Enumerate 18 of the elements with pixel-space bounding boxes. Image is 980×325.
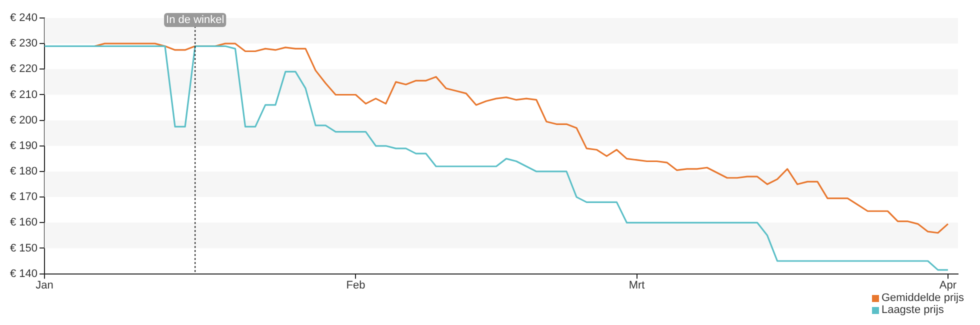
x-tick-label: Mrt (628, 279, 645, 292)
y-tick-label: € 180 (10, 166, 38, 178)
y-tick-label: € 190 (10, 140, 38, 152)
x-tick-label: Apr (939, 279, 957, 292)
y-tick-label: € 170 (10, 191, 38, 204)
x-tick-label: Feb (346, 279, 366, 292)
y-tick-label: € 230 (10, 38, 38, 50)
y-tick-label: € 150 (10, 242, 38, 254)
legend-label: Laagste prijs (881, 304, 944, 316)
ref-line-label: In de winkel (166, 14, 224, 26)
y-tick-label: € 240 (10, 12, 38, 24)
y-tick-label: € 210 (10, 88, 38, 101)
x-tick-label: Jan (36, 279, 54, 292)
y-tick-label: € 160 (10, 216, 38, 229)
legend-label: Gemiddelde prijs (881, 292, 964, 304)
y-tick-label: € 220 (10, 63, 38, 76)
y-tick-label: € 140 (10, 268, 38, 280)
y-tick-label: € 200 (10, 114, 38, 126)
